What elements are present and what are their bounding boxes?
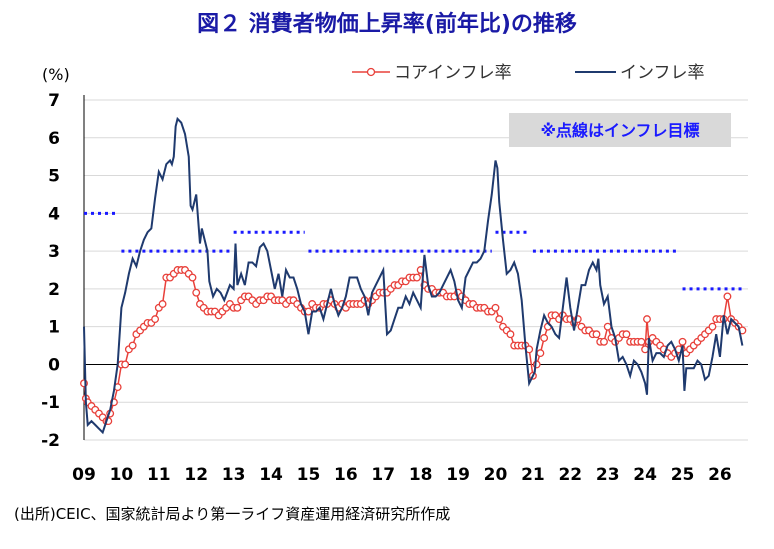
series-group — [80, 116, 747, 435]
core-inflation-point — [536, 349, 545, 358]
y-tick-label: 2 — [48, 280, 60, 300]
target-note-box — [509, 113, 731, 147]
x-tick-label: 12 — [184, 465, 208, 485]
core-inflation-point — [151, 315, 160, 324]
y-tick-label: 3 — [48, 242, 60, 262]
core-inflation-point — [233, 303, 242, 312]
x-tick-label: 11 — [147, 465, 171, 485]
legend-core-label: コアインフレ率 — [394, 63, 512, 83]
x-axis-ticks: 09 10 11 12 13 14 15 16 17 18 19 20 21 22 23 24 25 26 — [72, 465, 732, 485]
legend-core-marker — [366, 67, 376, 77]
x-tick-label: 13 — [222, 465, 246, 485]
core-inflation-point — [495, 315, 504, 324]
x-tick-label: 17 — [371, 465, 395, 485]
x-tick-label: 16 — [334, 465, 358, 485]
target-note: ※点線はインフレ目標 — [509, 113, 731, 147]
x-tick-label: 26 — [708, 465, 732, 485]
core-inflation-point — [637, 337, 646, 346]
core-inflation-point — [192, 288, 201, 297]
y-axis-ticks: -2 -1 0 1 2 3 4 5 6 7 — [41, 91, 60, 451]
core-inflation-point — [643, 315, 651, 324]
y-tick-label: 1 — [48, 318, 60, 338]
x-tick-label: 14 — [259, 465, 283, 485]
y-tick-label: 0 — [48, 355, 60, 375]
y-tick-label: -2 — [41, 431, 60, 451]
core-inflation-point — [121, 360, 130, 369]
target-note-text: ※点線はインフレ目標 — [540, 121, 699, 140]
core-inflation-point — [592, 330, 601, 339]
x-tick-label: 19 — [446, 465, 470, 485]
source-note: (出所)CEIC、国家統計局より第一ライフ資産運用経済研究所作成 — [14, 505, 451, 523]
y-axis-label: (%) — [42, 65, 70, 84]
core-inflation-point — [491, 303, 500, 312]
y-tick-label: 5 — [48, 167, 60, 187]
core-inflation-point — [723, 292, 732, 301]
x-tick-label: 10 — [110, 465, 134, 485]
target-lines — [84, 211, 743, 291]
core-inflation-point — [540, 334, 549, 342]
core-inflation-point — [600, 337, 608, 346]
core-inflation-point — [188, 273, 197, 282]
core-inflation-point — [678, 337, 687, 346]
core-inflation-point — [506, 330, 515, 339]
x-tick-label: 25 — [671, 465, 695, 485]
x-tick-label: 15 — [297, 465, 321, 485]
x-tick-label: 22 — [558, 465, 582, 485]
core-inflation-point — [412, 273, 421, 282]
core-inflation-point — [128, 341, 137, 350]
x-tick-label: 18 — [409, 465, 433, 485]
y-tick-label: 6 — [48, 129, 60, 149]
y-tick-label: 7 — [48, 91, 60, 111]
x-tick-label: 09 — [72, 465, 96, 485]
core-inflation-point — [158, 300, 167, 308]
y-tick-label: -1 — [41, 393, 60, 413]
core-inflation-point — [603, 322, 612, 331]
chart-title: 図２ 消費者物価上昇率(前年比)の推移 — [197, 12, 577, 37]
legend-headline-label: インフレ率 — [620, 63, 705, 83]
headline-inflation-line — [83, 116, 744, 435]
x-tick-label: 21 — [521, 465, 545, 485]
y-tick-label: 4 — [48, 204, 60, 224]
core-inflation-point — [708, 322, 717, 331]
x-tick-label: 20 — [484, 465, 508, 485]
core-inflation-point — [304, 307, 313, 316]
core-inflation-point — [622, 330, 631, 339]
x-tick-label: 24 — [633, 465, 657, 485]
x-tick-label: 23 — [596, 465, 620, 485]
legend: コアインフレ率 インフレ率 — [352, 63, 705, 83]
